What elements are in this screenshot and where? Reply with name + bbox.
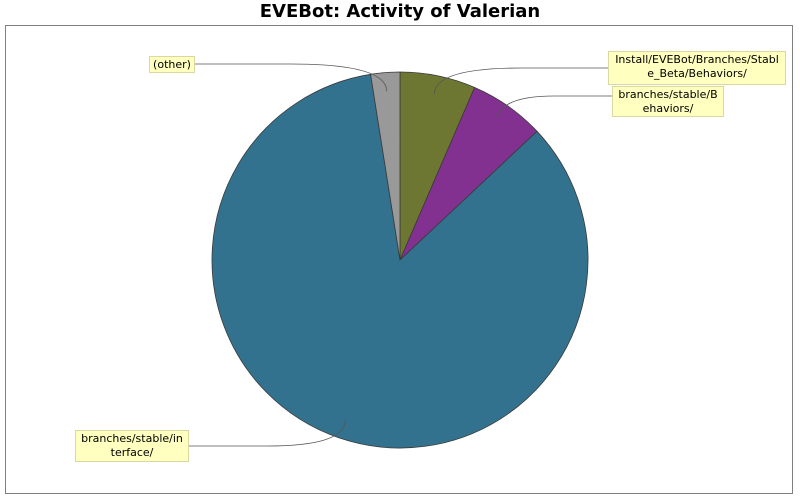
label-branches-stable-behaviors: branches/stable/Behaviors/ bbox=[612, 86, 724, 117]
chart-title: EVEBot: Activity of Valerian bbox=[259, 1, 541, 22]
pie-slice-3 bbox=[370, 71, 401, 261]
leader-line-3 bbox=[195, 63, 388, 92]
label-install-evebot: Install/EVEBot/Branches/Stable_Beta/Beha… bbox=[608, 51, 786, 85]
leader-line-2 bbox=[189, 420, 346, 447]
leader-line-1 bbox=[496, 95, 612, 122]
pie-slice-2 bbox=[211, 73, 589, 449]
label-branches-stable-interface: branches/stable/interface/ bbox=[75, 430, 189, 462]
leader-line-0 bbox=[433, 67, 608, 95]
plot-area bbox=[5, 25, 793, 494]
label-other: (other) bbox=[149, 56, 195, 73]
